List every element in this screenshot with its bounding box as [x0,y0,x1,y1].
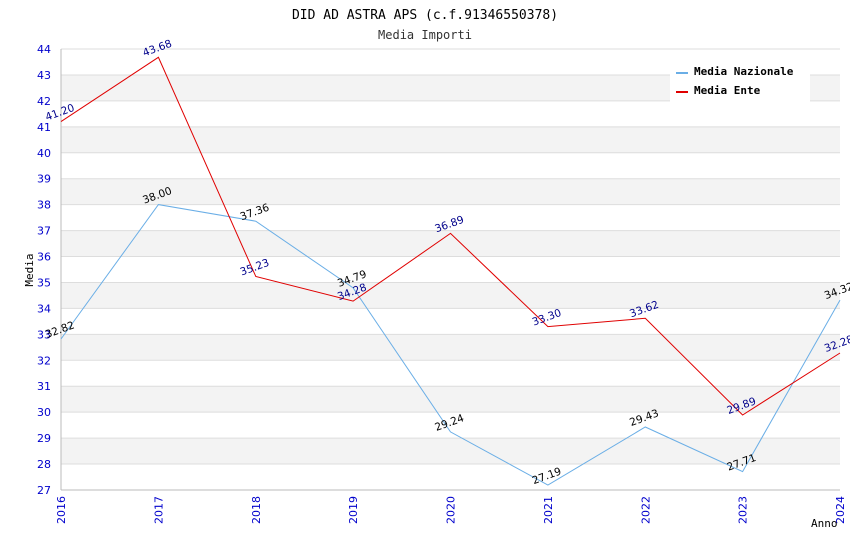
x-tick-label-2020: 2020 [445,496,458,524]
plot-band [61,386,840,413]
plot-band [61,282,840,309]
data-labels: 32.8238.0037.3634.7929.2427.1929.4327.71… [44,38,850,487]
x-axis-ticks: 2016 2017 2018 2019 2020 2021 2022 2023 2024 [55,496,847,524]
legend-box [670,60,810,102]
y-tick-label-35: 35 [37,276,51,289]
x-tick-label-2022: 2022 [639,496,652,524]
data-label-media-ente-2017: 43.68 [141,38,173,60]
y-tick-label-36: 36 [37,251,51,264]
x-tick-label-2019: 2019 [347,496,360,524]
y-tick-label-34: 34 [37,302,51,315]
y-tick-label-30: 30 [37,406,51,419]
x-axis-label: Anno [811,517,838,530]
x-tick-label-2018: 2018 [250,496,263,524]
plot-band [61,438,840,465]
y-tick-label-27: 27 [37,484,51,497]
chart-subtitle: Media Importi [378,28,472,42]
y-axis-label: Media [23,253,36,286]
y-tick-label-37: 37 [37,225,51,238]
plot-band [61,334,840,361]
x-tick-label-2021: 2021 [542,496,555,524]
plot-band [61,230,840,257]
plot-background [61,74,840,465]
series-line-media-nazionale [60,204,841,486]
chart-title: DID AD ASTRA APS (c.f.91346550378) [292,8,558,23]
x-tick-label-2024: 2024 [834,496,847,524]
plot-band [61,178,840,205]
legend-label-media-nazionale: Media Nazionale [694,65,794,78]
x-tick-label-2023: 2023 [737,496,750,524]
y-tick-label-40: 40 [37,147,51,160]
gridlines [61,48,840,491]
y-tick-label-31: 31 [37,380,51,393]
y-tick-label-41: 41 [37,121,51,134]
series-line-media-ente [60,56,841,416]
series-lines [60,56,841,486]
y-tick-label-42: 42 [37,95,51,108]
plot-band [61,126,840,153]
legend: Media Nazionale Media Ente [670,60,810,102]
x-tick-label-2016: 2016 [55,496,68,524]
legend-label-media-ente: Media Ente [694,84,761,97]
x-tick-label-2017: 2017 [152,496,165,524]
y-tick-label-28: 28 [37,458,51,471]
y-tick-label-32: 32 [37,354,51,367]
data-label-media-nazionale-2021: 27.19 [531,466,563,488]
y-tick-label-38: 38 [37,199,51,212]
y-tick-label-29: 29 [37,432,51,445]
y-axis-ticks: 27 28 29 30 31 32 33 34 35 36 37 38 39 40 41 42 43 44 [37,43,51,497]
y-tick-label-43: 43 [37,69,51,82]
y-tick-label-33: 33 [37,328,51,341]
axes [60,49,840,491]
y-tick-label-39: 39 [37,173,51,186]
y-tick-label-44: 44 [37,43,51,56]
